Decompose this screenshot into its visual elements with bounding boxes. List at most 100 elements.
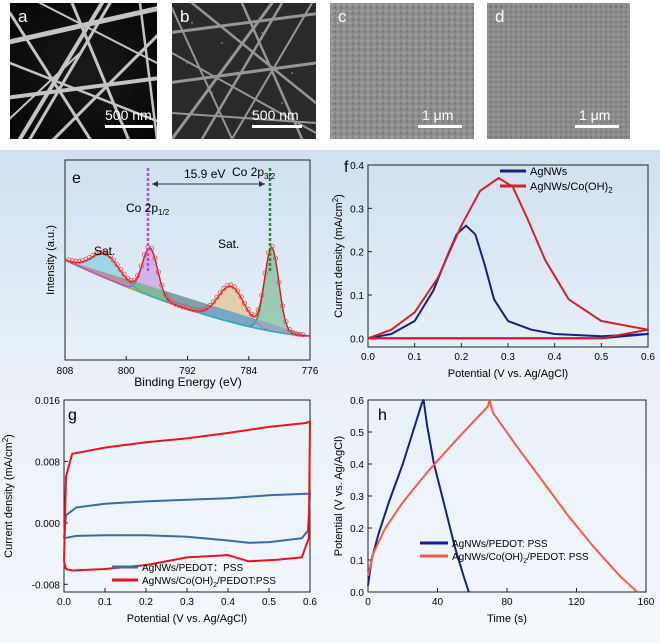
data-point: [286, 326, 292, 333]
data-point: [111, 257, 117, 263]
data-point: [173, 301, 179, 307]
data-point: [97, 249, 103, 256]
y-tick-label: 0.2: [350, 524, 364, 535]
data-point: [100, 249, 106, 256]
data-point: [117, 267, 124, 273]
data-point: [300, 332, 306, 338]
legend-label: AgNWs/PEDOT: PSS: [452, 539, 548, 550]
data-point: [204, 305, 210, 311]
data-point: [255, 307, 261, 313]
scalebar: [418, 125, 462, 128]
x-tick-label: 0.2: [139, 597, 153, 608]
x-tick-label: 0.3: [180, 597, 194, 608]
x-tick-label: 0.4: [221, 597, 235, 608]
data-point: [186, 305, 192, 312]
y-axis-label: Intensity (a.u.): [45, 225, 57, 295]
data-point: [190, 306, 196, 312]
legend-label: AgNWs: [530, 166, 568, 178]
x-axis-label: Binding Energy (eV): [134, 375, 241, 389]
legend-label: AgNWs/PEDOT：PSS: [142, 563, 243, 574]
x-axis-label: Potential (V vs. Ag/AgCl): [127, 613, 247, 625]
scalebar-label: 1 μm: [579, 107, 611, 123]
y-tick-label: 0.000: [35, 519, 60, 530]
x-tick-label: 776: [302, 366, 319, 377]
legend-label: AgNWs/Co(OH)2/PEDOT:PSS: [142, 576, 276, 589]
y-tick-label: 0.4: [350, 460, 364, 471]
scalebar-label: 500 nm: [105, 107, 152, 123]
legend-text: AgNWs/PEDOT: PSS: [452, 539, 548, 550]
y-tick-label: 0.5: [350, 428, 364, 439]
scalebar-label: 1 μm: [422, 107, 454, 123]
legend-text: AgNWs/Co(OH): [530, 181, 608, 193]
data-point: [221, 285, 227, 291]
y-axis-label: Current density (mA/cm2): [1, 434, 15, 558]
peak-fits: [64, 245, 311, 337]
y-tick-label: 0.4: [350, 161, 364, 172]
legend-sub: 2: [213, 582, 217, 589]
legend-end: /PEDOT: PSS: [527, 552, 589, 563]
granular-texture: [330, 3, 474, 139]
sem-image-c: c 1 μm: [330, 3, 474, 139]
x-tick-label: 0.6: [641, 352, 655, 363]
data-point: [114, 262, 120, 268]
data-point: [269, 243, 275, 249]
series-line: [367, 399, 470, 593]
y-axis-label-text: Current density (mA/cm: [3, 442, 15, 558]
lsv-chart: f 0.0 0.1 0.2 0.3 0.4 0.5 0.6 0.0 0.1 0.2 0.3 0.4 Po…: [331, 159, 655, 380]
data-point: [135, 272, 141, 279]
x-tick-label: 0.5: [594, 352, 608, 363]
panel-label: a: [18, 7, 28, 26]
data-point: [66, 257, 72, 263]
panel-label: e: [72, 170, 81, 187]
x-tick-label: 808: [57, 366, 74, 377]
y-axis-label-sup: 2: [331, 197, 340, 202]
raw-data-points: [66, 243, 306, 338]
coated-nanowire-texture: [172, 3, 316, 139]
y-tick-label: 0.1: [350, 556, 364, 567]
legend-text: AgNWs/PEDOT：PSS: [142, 563, 243, 574]
satellite-label: Sat.: [218, 237, 239, 251]
data-point: [162, 291, 168, 297]
legend-label: AgNWs/Co(OH)2/PEDOT: PSS: [452, 552, 589, 565]
figure-background: [0, 150, 660, 643]
legend-sub: 2: [523, 558, 527, 565]
data-point: [259, 292, 265, 298]
y-axis-label-end: ): [3, 434, 15, 438]
data-point: [262, 270, 268, 276]
x-tick-label: 784: [240, 366, 257, 377]
y-tick-label: 0.3: [350, 204, 364, 215]
series-line: [367, 177, 649, 340]
x-tick-label: 0.0: [361, 352, 375, 363]
x-tick-label: 0.1: [98, 597, 112, 608]
data-point: [210, 299, 217, 305]
x-tick-label: 0: [365, 597, 371, 608]
sem-image-a: a 500 nm: [10, 3, 157, 139]
y-axis-label: Potential (V vs. Ag/AgCl): [333, 436, 345, 556]
data-point: [107, 253, 113, 259]
x-tick-label: 0.3: [501, 352, 515, 363]
panel-label: g: [68, 407, 77, 424]
split-label: 15.9 eV: [184, 167, 225, 181]
nanowire-texture: [10, 3, 157, 139]
x-tick-label: 0.5: [262, 597, 276, 608]
data-point: [80, 258, 86, 264]
data-point: [179, 303, 186, 309]
peak-label-low: Co 2p1/2: [126, 201, 170, 217]
y-tick-label: 0.2: [350, 248, 364, 259]
x-tick-label: 80: [501, 597, 513, 608]
scalebar: [575, 125, 619, 128]
data-point: [217, 290, 223, 296]
series-line: [367, 399, 638, 593]
gcd-chart: h 0 40 80 120 160 0.0 0.1 0.2 0.3 0.4 0.5 0.6 Time (…: [333, 396, 655, 625]
data-point: [193, 307, 199, 313]
peak-label-high: Co 2p3/2: [232, 165, 276, 181]
data-point: [279, 303, 285, 309]
satellite-label: Sat.: [94, 244, 115, 258]
panel-label: d: [495, 7, 505, 26]
panel-label: f: [344, 159, 349, 176]
data-point: [272, 255, 279, 262]
data-point: [104, 251, 110, 257]
data-point: [159, 282, 165, 288]
sem-image-d: d 1 μm: [487, 3, 630, 139]
data-point: [124, 275, 131, 281]
